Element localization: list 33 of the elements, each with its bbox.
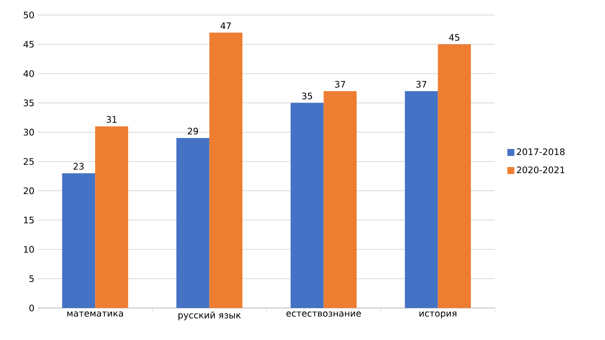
data-label: 29: [188, 128, 198, 135]
y-tick-label: 45: [24, 40, 34, 48]
y-tick-label: 5: [29, 275, 34, 282]
bar: [438, 44, 471, 308]
data-label: 35: [302, 92, 312, 100]
x-tick-label: естествознание: [286, 312, 361, 317]
bar: [95, 126, 128, 308]
bar: [290, 102, 324, 308]
y-tick-label: 10: [24, 246, 34, 253]
x-tick-label: русский язык: [178, 312, 241, 320]
legend-label: 2017-2018: [516, 148, 565, 156]
y-tick-label: 0: [29, 304, 34, 312]
y-tick-label: 30: [24, 128, 34, 136]
y-tick-label: 25: [24, 158, 34, 165]
y-tick-label: 50: [24, 12, 34, 18]
data-label: 37: [416, 80, 426, 88]
bar: [324, 91, 357, 308]
bar: [62, 173, 96, 308]
bar: [404, 91, 438, 308]
y-tick-label: 20: [24, 187, 34, 194]
data-label: 47: [220, 22, 231, 30]
x-tick-label: математика: [67, 312, 123, 317]
data-label: 37: [335, 80, 346, 88]
legend-label: 2020-2021: [516, 166, 564, 174]
bar: [176, 138, 210, 308]
y-tick-label: 15: [24, 216, 34, 224]
data-label: 31: [106, 116, 116, 123]
y-tick-label: 35: [24, 100, 34, 106]
data-label: 45: [449, 34, 460, 41]
data-label: 23: [74, 162, 84, 170]
x-tick-label: история: [420, 312, 456, 318]
bar: [209, 32, 242, 308]
y-tick-label: 40: [24, 70, 34, 77]
